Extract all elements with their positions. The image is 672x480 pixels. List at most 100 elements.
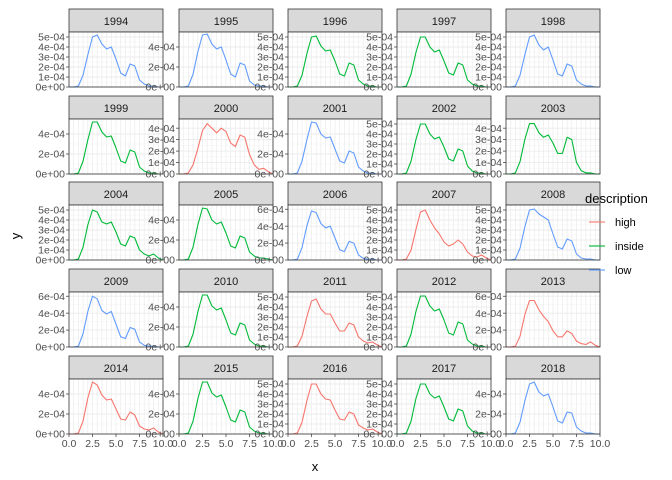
y-tick-label: 5e-04 — [257, 32, 284, 44]
facet-panel-2001: 2001 0e+00 2e-04 4e-04 — [255, 95, 383, 181]
y-tick-label: 2e-04 — [38, 235, 65, 247]
y-tick-label: 5e-04 — [38, 205, 65, 217]
facet-strip-label: 2008 — [541, 189, 565, 201]
y-tick-label: 4e-04 — [366, 302, 393, 314]
y-tick-label: 1e-04 — [257, 72, 284, 84]
facet-strip-label: 2011 — [323, 276, 347, 288]
density-line-high — [288, 383, 383, 435]
y-tick-label: 3e-04 — [257, 312, 284, 324]
y-tick-label: 4e-04 — [366, 42, 393, 54]
panel-border — [396, 118, 492, 175]
y-tick-label: 2e-04 — [475, 62, 502, 74]
y-tick-label: 0e+00 — [473, 82, 503, 94]
y-tick-label: 0e+00 — [473, 169, 503, 181]
facet-strip-label: 2000 — [214, 103, 238, 115]
panel-border — [505, 291, 601, 348]
y-tick-label: 2e-04 — [148, 235, 175, 247]
facet-strip-label: 2005 — [214, 189, 238, 201]
facet-panel-2018: 2018 0e+00 2e-04 4e-04 0.0 2.5 5.0 7.5 10.0 — [473, 355, 610, 450]
y-tick-label: 6e-04 — [257, 204, 284, 216]
y-tick-label: 0e+00 — [473, 429, 503, 441]
y-tick-label: 2e-04 — [148, 409, 175, 421]
y-tick-label: 2e-04 — [475, 409, 502, 421]
y-tick-label: 4e-04 — [475, 389, 502, 401]
y-tick-label: 4e-04 — [475, 123, 502, 135]
facet-strip-label: 2006 — [323, 189, 347, 201]
y-tick-label: 2e-04 — [148, 322, 175, 334]
facet-strip-label: 1994 — [104, 16, 128, 28]
y-tick-label: 4e-04 — [257, 302, 284, 314]
facet-strip-label: 1999 — [104, 103, 128, 115]
legend-label: low — [615, 265, 632, 277]
facet-panel-1995: 1995 0e+00 2e-04 4e-04 — [146, 8, 274, 94]
density-line-inside — [179, 207, 274, 261]
y-tick-label: 1e-04 — [366, 159, 393, 171]
y-tick-label: 3e-04 — [38, 225, 65, 237]
y-tick-label: 2e-04 — [366, 235, 393, 247]
y-tick-label: 4e-04 — [148, 302, 175, 314]
y-tick-label: 0e+00 — [146, 255, 176, 267]
panel-border — [178, 291, 274, 348]
facet-strip-label: 2016 — [323, 363, 347, 375]
density-line-low — [506, 381, 600, 435]
x-tick-label: 5.0 — [328, 438, 343, 450]
y-tick-label: 5e-04 — [366, 205, 393, 217]
facet-strip-label: 2001 — [323, 103, 347, 115]
panel-border — [396, 291, 492, 348]
facet-strip-label: 2004 — [104, 189, 128, 201]
y-tick-label: 5e-04 — [475, 205, 502, 217]
density-line-low — [506, 208, 600, 261]
y-tick-label: 1e-04 — [366, 332, 393, 344]
facet-strip-label: 2002 — [432, 103, 456, 115]
y-tick-label: 3e-04 — [366, 52, 393, 64]
y-tick-label: 2e-04 — [475, 325, 502, 337]
x-tick-label: 2.5 — [195, 438, 210, 450]
y-tick-label: 4e-04 — [148, 215, 175, 227]
panel-border — [68, 31, 164, 88]
density-line-inside — [397, 123, 491, 175]
facet-panel-2010: 2010 0e+00 2e-04 4e-04 — [146, 268, 274, 354]
y-tick-label: 0e+00 — [36, 342, 66, 354]
y-tick-label: 1e-04 — [366, 245, 393, 257]
x-axis-title: x — [312, 459, 319, 474]
x-tick-label: 0.0 — [390, 438, 405, 450]
y-tick-label: 0e+00 — [364, 82, 394, 94]
x-tick-label: 0.0 — [172, 438, 187, 450]
y-tick-label: 2e-04 — [148, 146, 175, 158]
y-tick-label: 4e-04 — [38, 308, 65, 320]
y-tick-label: 3e-04 — [366, 139, 393, 151]
y-tick-label: 3e-04 — [38, 52, 65, 64]
y-tick-label: 4e-04 — [366, 215, 393, 227]
facet-strip-label: 2012 — [432, 276, 456, 288]
panel-border — [68, 118, 164, 175]
y-tick-label: 4e-04 — [148, 123, 175, 135]
y-tick-label: 1e-04 — [475, 72, 502, 84]
y-tick-label: 5e-04 — [257, 379, 284, 391]
y-tick-label: 2e-04 — [257, 62, 284, 74]
y-axis-title: y — [8, 232, 23, 239]
y-tick-label: 4e-04 — [366, 129, 393, 141]
density-line-low — [69, 34, 163, 88]
panel-border — [287, 31, 383, 88]
y-tick-label: 0e+00 — [364, 255, 394, 267]
y-tick-label: 0e+00 — [146, 342, 176, 354]
x-tick-label: 10.0 — [263, 438, 284, 450]
x-tick-label: 5.0 — [109, 438, 124, 450]
x-tick-label: 2.5 — [304, 438, 319, 450]
facet-panel-2014: 2014 0e+00 2e-04 4e-04 0.0 2.5 5.0 7.5 10.0 — [36, 355, 173, 450]
x-tick-label: 10.0 — [481, 438, 502, 450]
density-line-low — [179, 33, 273, 88]
y-tick-label: 6e-04 — [38, 291, 65, 303]
y-tick-label: 3e-04 — [475, 134, 502, 146]
y-tick-label: 0e+00 — [364, 169, 394, 181]
x-tick-label: 2.5 — [522, 438, 537, 450]
y-tick-label: 3e-04 — [475, 225, 502, 237]
